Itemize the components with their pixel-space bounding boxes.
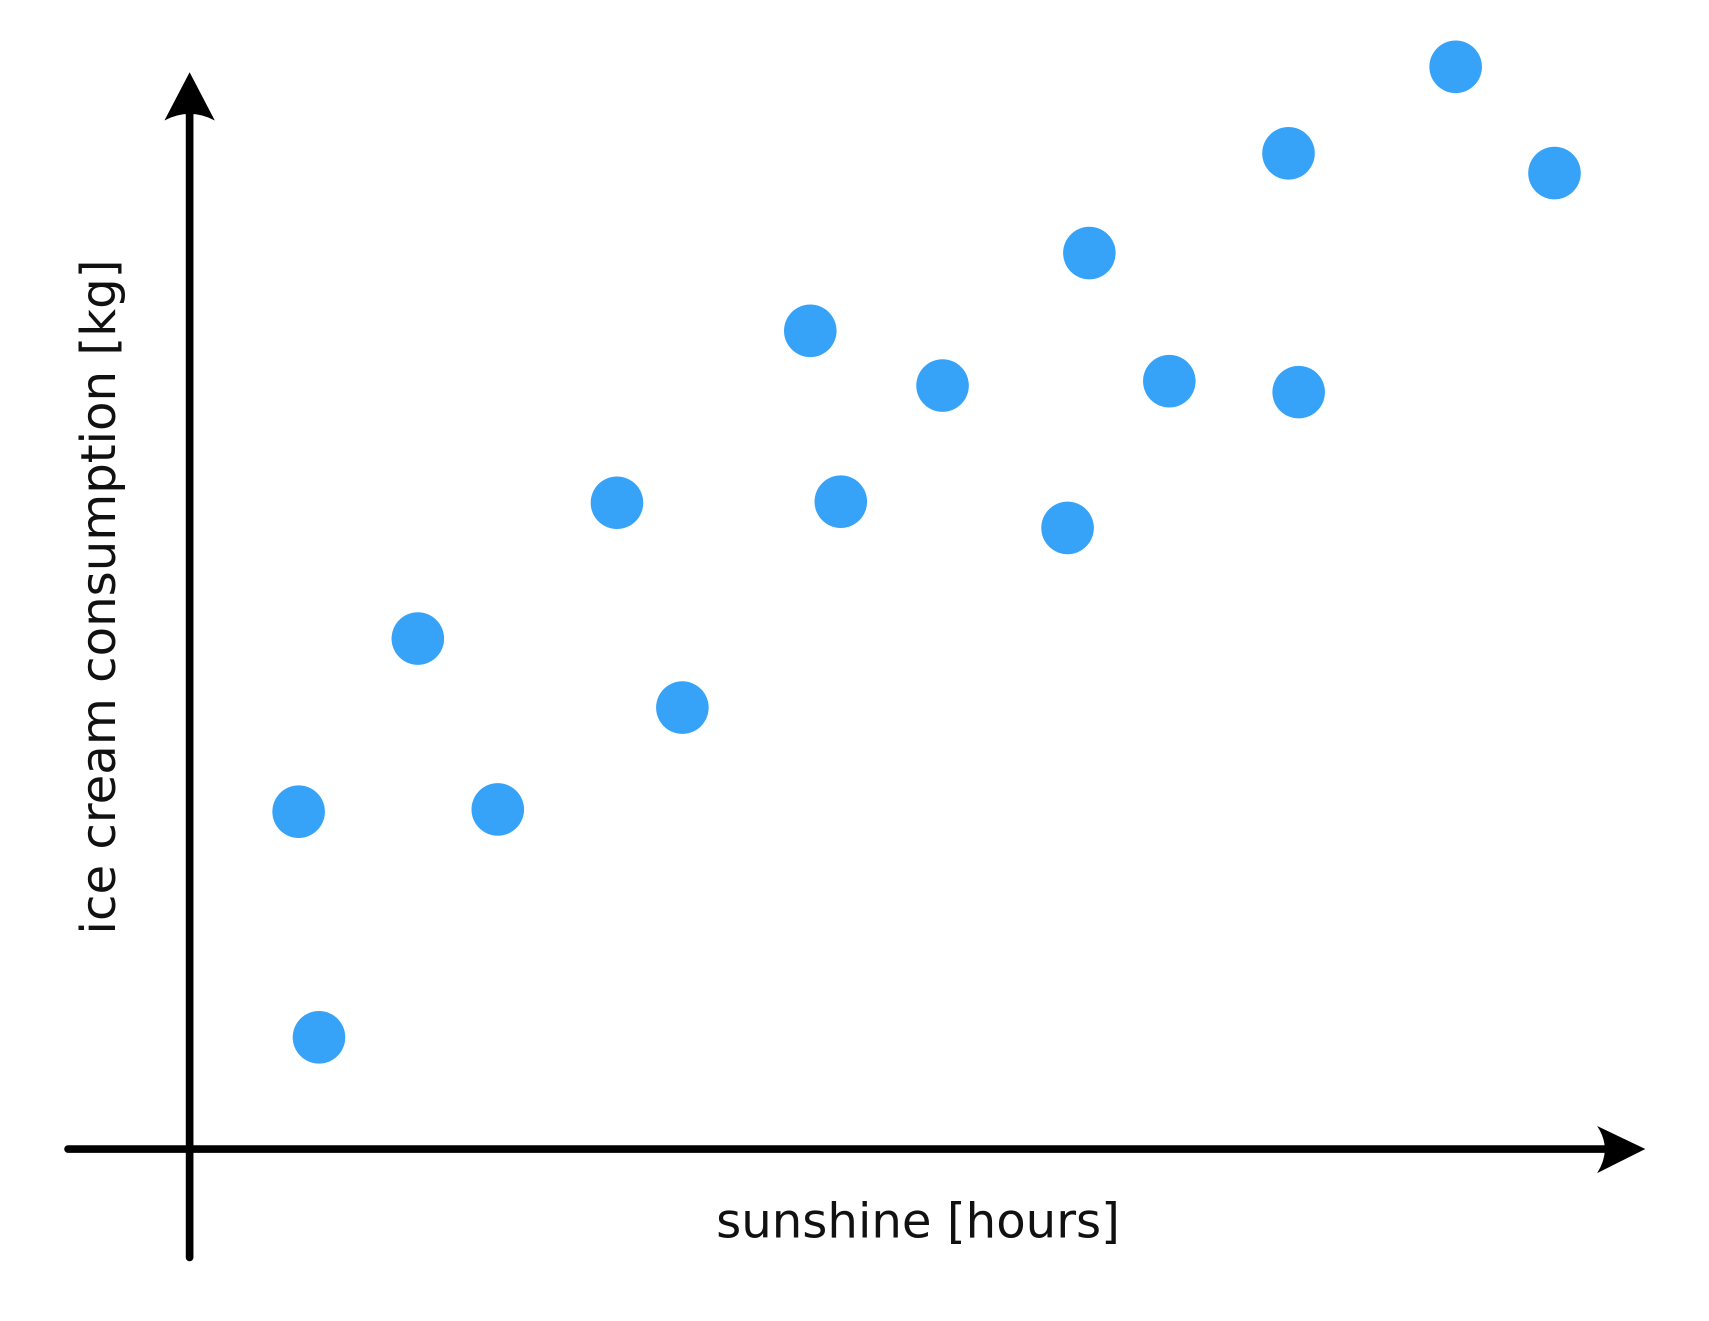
y-axis-label: ice cream consumption [kg]: [71, 260, 127, 935]
x-axis-label: sunshine [hours]: [716, 1194, 1120, 1250]
point: [391, 612, 445, 665]
point: [1528, 146, 1581, 200]
point: [656, 681, 709, 734]
point: [471, 783, 525, 836]
point: [272, 785, 325, 838]
point: [783, 304, 837, 358]
point: [1063, 226, 1116, 280]
x-axis-arrow: [1597, 1126, 1646, 1174]
point: [590, 476, 644, 530]
point: [1262, 127, 1315, 180]
point: [1041, 501, 1094, 555]
point: [1143, 354, 1196, 408]
point: [1429, 40, 1482, 94]
point: [292, 1011, 346, 1064]
point: [814, 475, 868, 528]
point: [916, 359, 969, 412]
y-axis-arrow: [164, 72, 215, 121]
point: [1272, 365, 1325, 419]
